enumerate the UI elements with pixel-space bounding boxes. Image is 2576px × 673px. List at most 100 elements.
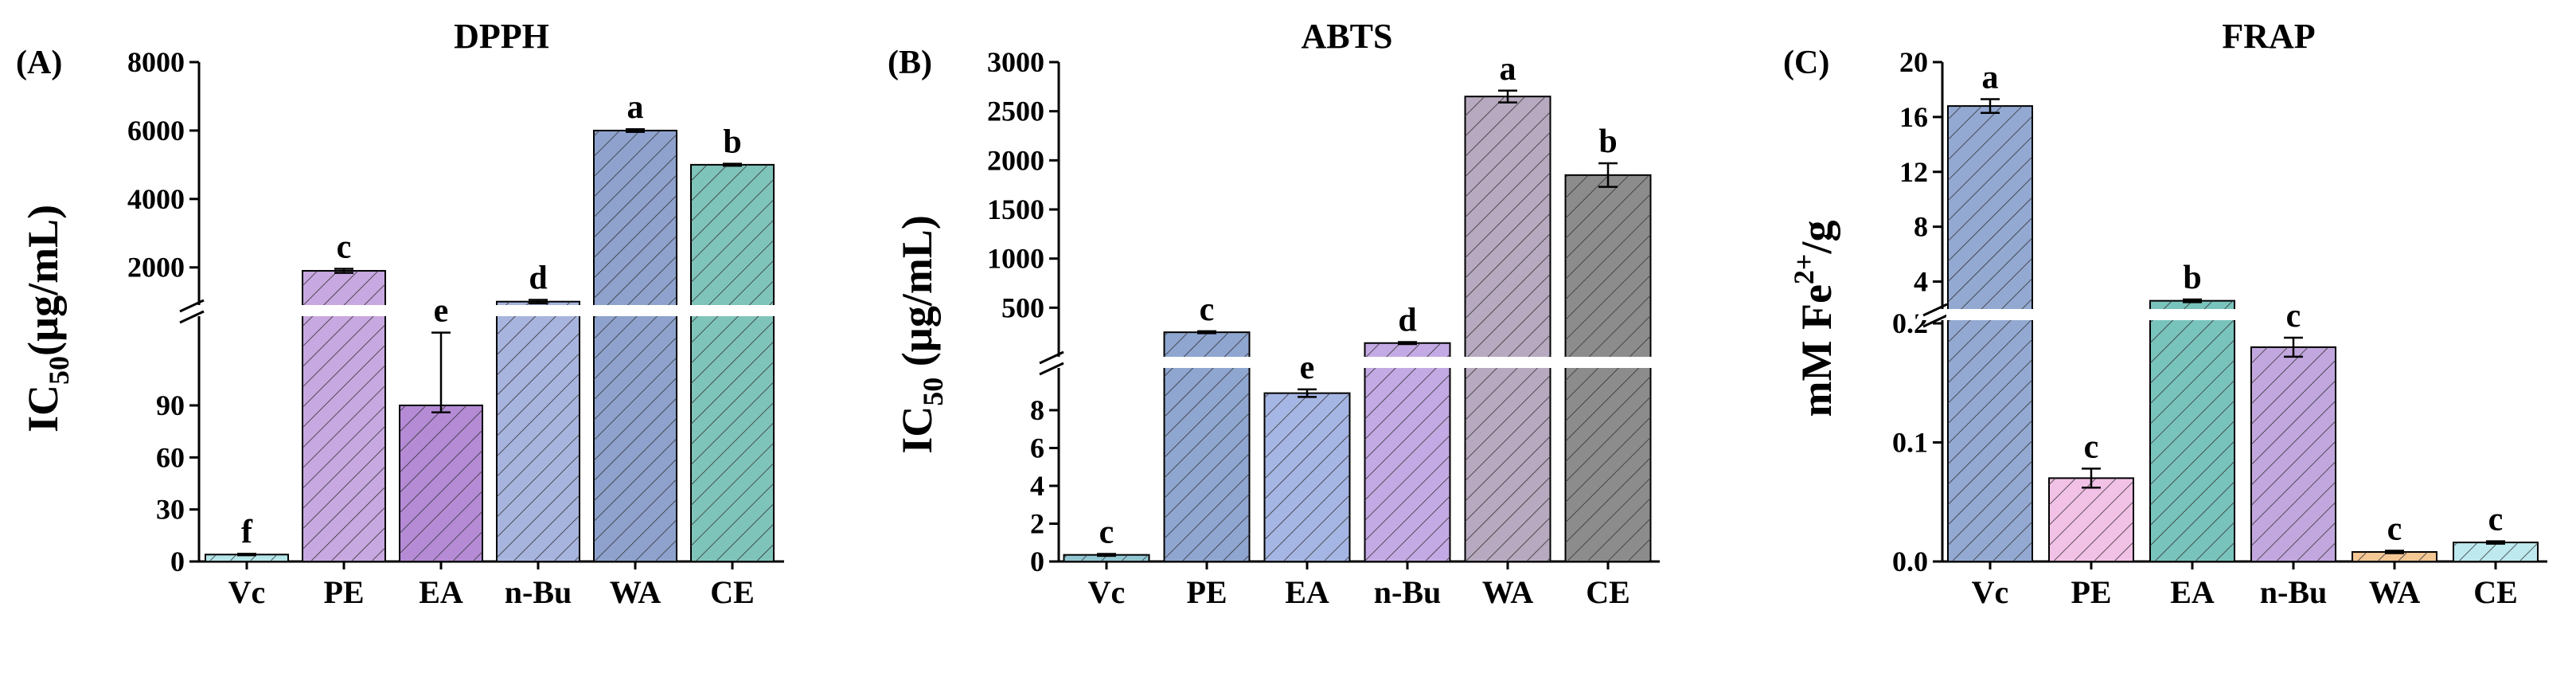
y-tick-label: 1000 (987, 243, 1044, 275)
axis-break-mark (1922, 303, 1948, 317)
x-tick-label: Vc (228, 574, 266, 610)
chart-title: DPPH (454, 17, 549, 56)
y-axis-label: mM Fe2+/g (1788, 221, 1840, 417)
y-tick-label: 4000 (127, 183, 185, 215)
bar-hatch (302, 271, 385, 561)
bar-hatch (205, 554, 288, 561)
y-tick-label: 2500 (987, 96, 1044, 127)
axis-break-mark (1039, 362, 1064, 376)
y-tick-label: 1500 (987, 194, 1044, 225)
significance-letter: f (241, 514, 253, 550)
bar-break-gap (1946, 309, 2034, 320)
y-axis-label: IC50(µg/mL) (19, 205, 75, 432)
axis-break-mark (179, 299, 205, 313)
y-tick-label: 4 (1914, 266, 1928, 298)
y-axis-label-unit: (µg/mL) (893, 215, 941, 378)
x-tick-label: PE (2071, 574, 2111, 610)
bar-hatch (1364, 342, 1450, 561)
axis-break-mark (1922, 314, 1948, 328)
panel-label: (C) (1783, 45, 1829, 81)
panel-c-frap: (C) FRAP mM Fe2+/g (1783, 17, 2316, 417)
bar-hatch (1948, 106, 2032, 562)
y-tick-label: 8 (1914, 211, 1928, 243)
y-axis-label-main: IC (893, 406, 941, 454)
significance-letter: c (2286, 298, 2301, 335)
y-tick-label: 3000 (987, 46, 1044, 78)
chart-marks-1: 0 2 4 6 8 500 1000 1500 2000 2500 3000 c Vc c PE e EA d n-… (987, 46, 1660, 610)
significance-letter: c (1200, 292, 1215, 328)
y-tick-label: 30 (156, 494, 185, 526)
x-tick-label: n-Bu (2260, 574, 2328, 610)
y-tick-label: 0.0 (1892, 546, 1928, 577)
bar-hatch (1465, 96, 1551, 561)
significance-letter: c (2387, 511, 2402, 548)
bar-hatch (2352, 552, 2437, 561)
bar-break-gap (592, 305, 678, 316)
x-tick-label: CE (2473, 574, 2518, 610)
bar-hatch (497, 301, 580, 561)
axis-break-mark (1039, 350, 1064, 365)
y-tick-label: 500 (1001, 292, 1044, 323)
y-axis-label-main: IC (19, 385, 67, 432)
y-tick-label: 20 (1899, 46, 1928, 78)
significance-letter: c (337, 229, 352, 265)
bar-break-gap (1363, 357, 1452, 368)
x-tick-label: EA (1285, 574, 1329, 610)
x-tick-label: EA (2170, 574, 2215, 610)
x-tick-label: WA (2369, 574, 2421, 610)
significance-letter: a (1500, 51, 1516, 88)
y-tick-label: 8000 (127, 46, 185, 78)
y-tick-label: 0 (1030, 546, 1044, 577)
x-tick-label: Vc (1088, 574, 1126, 610)
panel-label: (B) (888, 45, 932, 81)
x-tick-label: WA (610, 574, 662, 610)
bar-break-gap (689, 305, 775, 316)
y-tick-label: 0 (170, 546, 185, 577)
bar-hatch (2453, 542, 2538, 561)
significance-letter: b (723, 124, 741, 161)
x-tick-label: EA (419, 574, 463, 610)
chart-title: ABTS (1302, 17, 1393, 56)
y-tick-label: 6000 (127, 115, 185, 147)
y-tick-label: 2 (1030, 508, 1044, 540)
significance-letter: a (627, 89, 644, 126)
bar-break-gap (1563, 357, 1653, 368)
chart-title: FRAP (2222, 17, 2315, 56)
bar-hatch (2150, 300, 2234, 561)
y-tick-label: 8 (1030, 394, 1044, 426)
x-tick-label: PE (323, 574, 364, 610)
bar-hatch (400, 405, 482, 561)
bar-hatch (1565, 174, 1651, 562)
y-axis-label-subscript: 50 (43, 356, 75, 385)
bar-hatch (594, 130, 677, 561)
y-tick-label: 90 (156, 389, 185, 421)
bar-hatch (1164, 332, 1250, 561)
y-tick-label: 4 (1030, 470, 1044, 502)
y-axis-label: IC50 (µg/mL) (893, 215, 949, 454)
x-tick-label: CE (710, 574, 755, 610)
y-tick-label: 12 (1899, 156, 1928, 188)
panel-a-dpph: (A) DPPH IC50(µg/mL) (16, 17, 549, 432)
x-tick-label: Vc (1972, 574, 2009, 610)
y-tick-label: 0.1 (1892, 427, 1928, 459)
y-axis-label-unit: /g (1793, 221, 1840, 255)
x-tick-label: CE (1586, 574, 1630, 610)
bar-break-gap (1162, 357, 1251, 368)
significance-letter: e (1300, 350, 1315, 386)
significance-letter: c (1099, 515, 1114, 551)
bar-hatch (691, 164, 774, 562)
x-tick-label: PE (1186, 574, 1227, 610)
y-axis-label-unit: (µg/mL) (19, 205, 67, 356)
significance-letter: a (1982, 60, 1999, 96)
y-tick-label: 16 (1899, 101, 1928, 133)
x-tick-label: WA (1482, 574, 1534, 610)
significance-letter: c (2488, 502, 2504, 538)
significance-letter: d (1398, 303, 1416, 339)
significance-letter: b (2183, 260, 2201, 296)
bar-hatch (2049, 478, 2133, 561)
bar-hatch (2251, 346, 2336, 561)
x-tick-label: n-Bu (505, 574, 572, 610)
y-tick-label: 2000 (127, 252, 185, 284)
panel-b-abts: (B) ABTS IC50 (µg/mL) (888, 17, 1392, 454)
